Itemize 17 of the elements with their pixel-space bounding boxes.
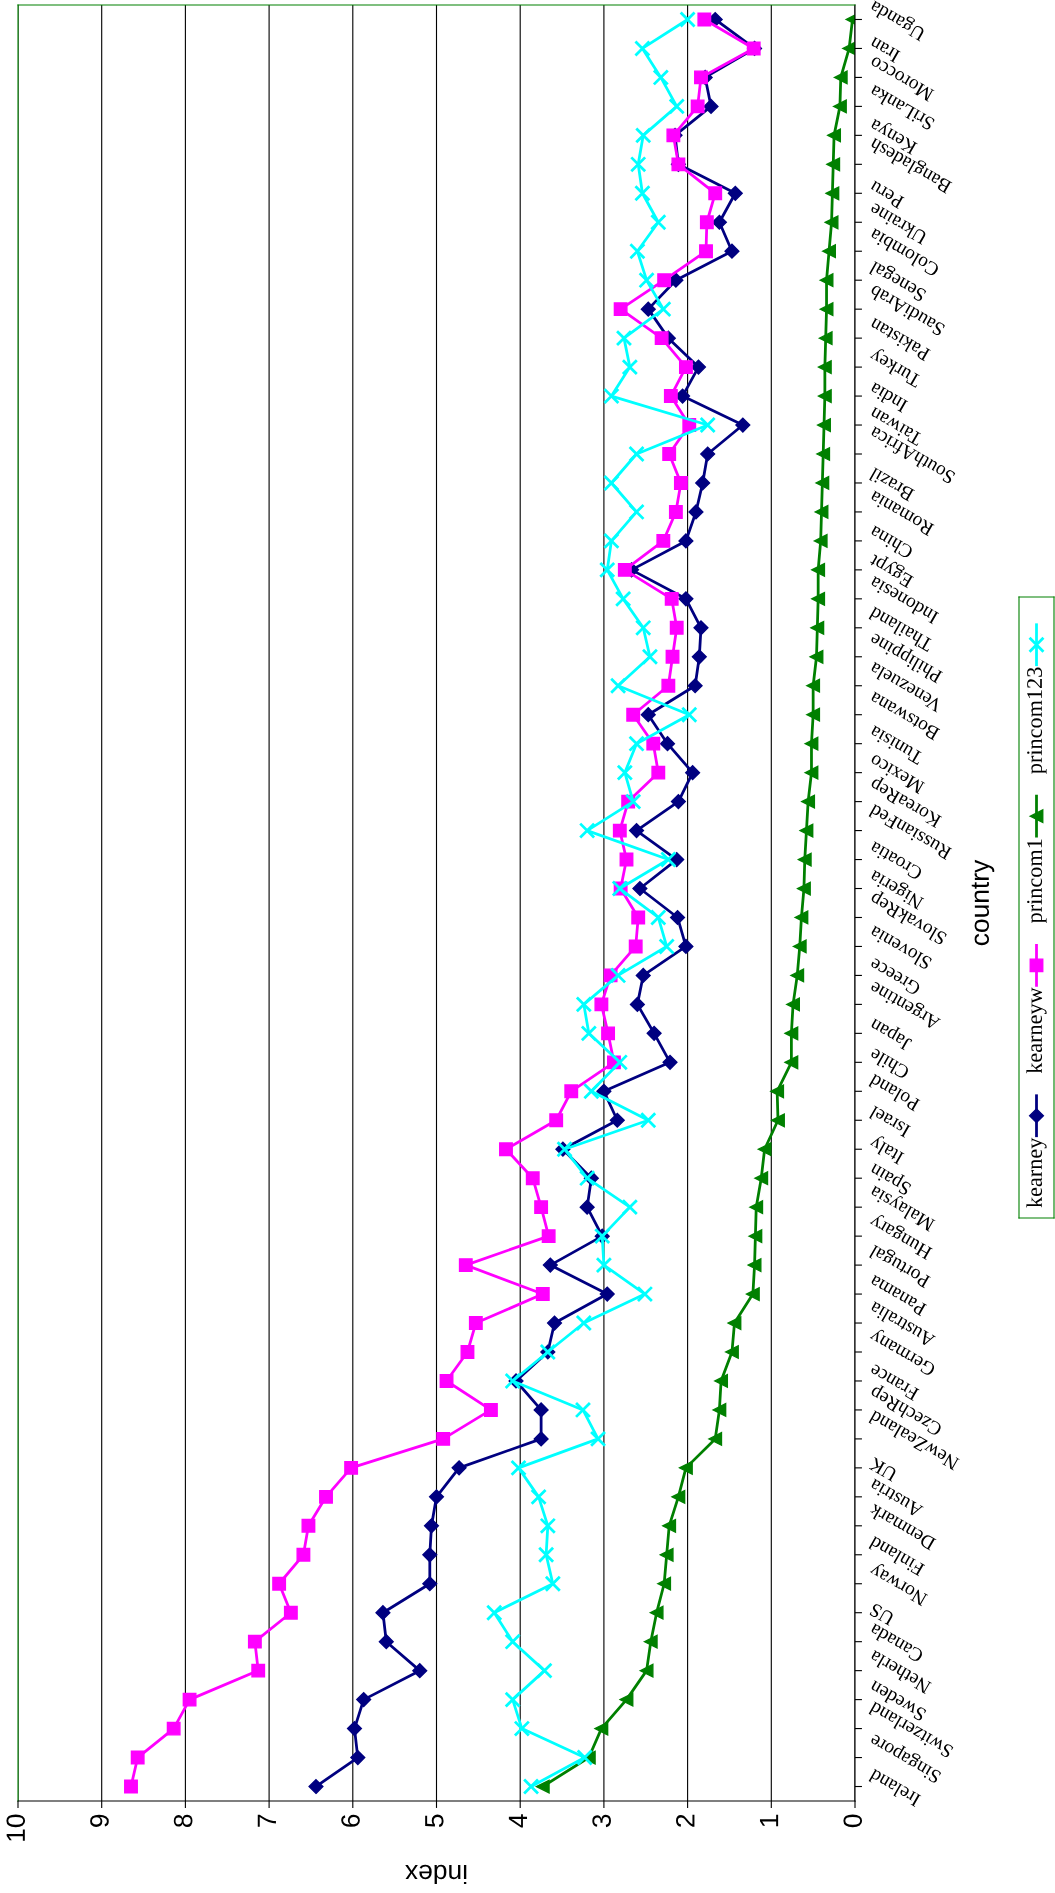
x-tick-label: 8 [173, 1814, 193, 1828]
x-tick-label: 5 [425, 1814, 444, 1828]
x-tick-label: 9 [90, 1814, 109, 1827]
legend-label: princom1 [1027, 839, 1047, 924]
y-axis-title: country [971, 859, 995, 946]
x-axis-title: index [405, 1864, 467, 1885]
x-tick-label: 0 [843, 1814, 863, 1828]
legend-label: kearney [1026, 1137, 1047, 1208]
x-tick-label: 3 [592, 1814, 611, 1828]
x-tick-label: 6 [341, 1814, 360, 1827]
x-tick-label: 7 [257, 1814, 276, 1827]
x-tick-label: 2 [676, 1814, 695, 1827]
legend-label: princom123 [1027, 667, 1047, 774]
legend-label: kearneyw [1026, 987, 1047, 1074]
x-tick-label: 4 [508, 1814, 528, 1828]
x-tick-label: 10 [6, 1814, 26, 1841]
x-tick-label: 1 [759, 1814, 779, 1827]
